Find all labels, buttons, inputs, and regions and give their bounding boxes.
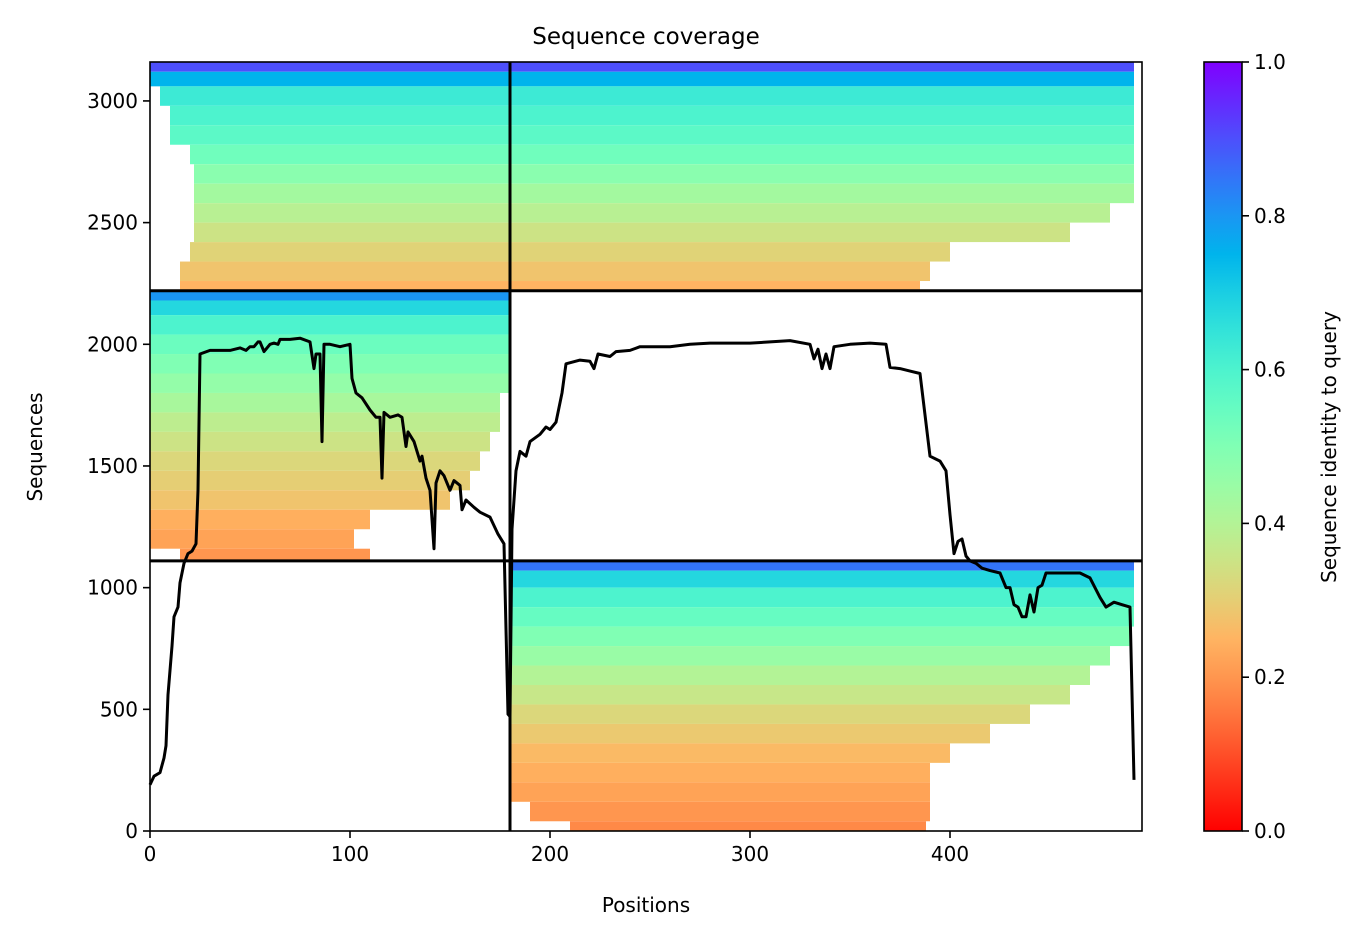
coverage-cell bbox=[510, 762, 930, 783]
coverage-cell bbox=[150, 451, 480, 471]
coverage-cell bbox=[194, 183, 1134, 204]
colorbar-tick-label: 0.0 bbox=[1254, 819, 1286, 843]
colorbar-tick-label: 0.6 bbox=[1254, 358, 1286, 382]
coverage-cell bbox=[150, 490, 450, 510]
coverage-cell bbox=[150, 354, 510, 374]
coverage-cell bbox=[530, 801, 930, 822]
y-tick-label: 0 bbox=[125, 819, 138, 843]
coverage-cell bbox=[170, 105, 1134, 126]
colorbar-tick-label: 0.8 bbox=[1254, 204, 1286, 228]
y-tick-label: 2000 bbox=[87, 332, 138, 356]
coverage-cell bbox=[190, 144, 1134, 165]
coverage-cell bbox=[180, 281, 920, 291]
coverage-cell bbox=[150, 412, 500, 432]
x-tick-label: 400 bbox=[931, 842, 969, 866]
coverage-cell bbox=[180, 548, 370, 561]
coverage-cell bbox=[150, 290, 510, 301]
x-tick-label: 100 bbox=[331, 842, 369, 866]
y-tick-label: 3000 bbox=[87, 89, 138, 113]
x-tick-label: 300 bbox=[731, 842, 769, 866]
coverage-cell bbox=[150, 470, 470, 491]
coverage-line bbox=[148, 336, 1136, 786]
coverage-cell bbox=[150, 431, 490, 452]
colorbar-label: Sequence identity to query bbox=[1317, 311, 1341, 583]
coverage-cell bbox=[150, 71, 1134, 87]
y-tick-label: 1500 bbox=[87, 454, 138, 478]
coverage-cell bbox=[150, 509, 370, 530]
coverage-cell bbox=[510, 587, 1134, 608]
coverage-cell bbox=[510, 570, 1134, 588]
coverage-cell bbox=[190, 242, 950, 262]
coverage-cell bbox=[180, 261, 930, 282]
coverage-cell bbox=[510, 723, 990, 744]
plot-frame bbox=[149, 61, 1143, 832]
colorbar-tick-label: 1.0 bbox=[1254, 50, 1286, 74]
x-tick-label: 200 bbox=[531, 842, 569, 866]
coverage-cell bbox=[150, 392, 500, 413]
coverage-cell bbox=[194, 164, 1134, 184]
y-tick-label: 2500 bbox=[87, 211, 138, 235]
coverage-cell bbox=[510, 560, 1134, 571]
x-tick-label: 0 bbox=[144, 842, 157, 866]
coverage-cell bbox=[510, 665, 1090, 685]
coverage-cell bbox=[150, 300, 510, 316]
coverage-cell bbox=[194, 203, 1110, 223]
coverage-cell bbox=[170, 125, 1134, 145]
y-tick-label: 500 bbox=[100, 697, 138, 721]
y-axis-label: Sequences bbox=[23, 392, 47, 501]
y-tick-label: 1000 bbox=[87, 576, 138, 600]
coverage-cell bbox=[150, 62, 1134, 72]
coverage-cell bbox=[160, 86, 1134, 106]
coverage-cell bbox=[150, 373, 510, 393]
x-axis-label: Positions bbox=[602, 893, 690, 917]
coverage-cell bbox=[510, 743, 950, 763]
colorbar bbox=[1203, 61, 1243, 832]
coverage-cell bbox=[510, 684, 1070, 705]
coverage-cell bbox=[510, 607, 1134, 627]
coverage-cell bbox=[150, 529, 354, 549]
coverage-cell bbox=[194, 222, 1070, 243]
coverage-cell bbox=[150, 315, 510, 335]
colorbar-tick-label: 0.4 bbox=[1254, 511, 1286, 535]
coverage-cell bbox=[510, 704, 1030, 724]
coverage-cell bbox=[570, 821, 926, 831]
coverage-cell bbox=[510, 626, 1130, 647]
coverage-cell bbox=[510, 782, 930, 802]
coverage-cell bbox=[510, 646, 1110, 666]
chart-title: Sequence coverage bbox=[532, 24, 760, 50]
colorbar-tick-label: 0.2 bbox=[1254, 665, 1286, 689]
